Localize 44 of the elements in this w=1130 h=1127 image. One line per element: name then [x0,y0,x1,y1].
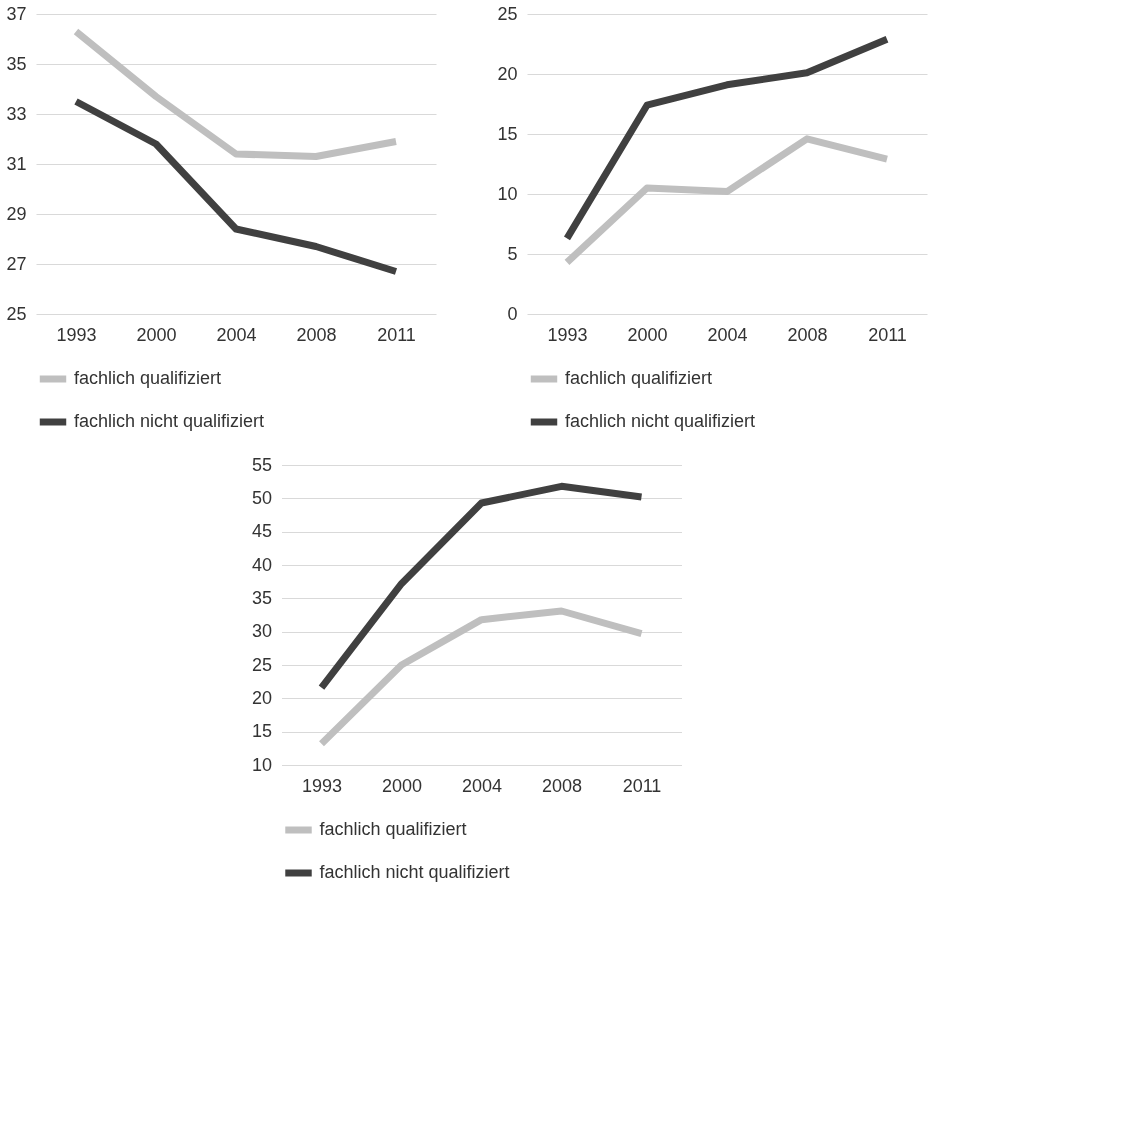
y-tick-label: 33 [6,103,27,124]
y-tick-label: 20 [497,63,518,84]
legend-label: fachlich nicht qualifiziert [319,862,510,882]
x-tick-label: 2008 [541,775,583,796]
y-tick-label: 5 [507,243,518,264]
legend-label: fachlich qualifiziert [565,368,713,388]
x-tick-label: 2004 [461,775,503,796]
y-tick-label: 30 [251,621,272,642]
y-tick-label: 35 [251,587,272,608]
y-tick-label: 35 [6,53,27,74]
x-tick-label: 2011 [377,324,416,345]
y-tick-label: 25 [6,303,27,324]
x-tick-label: 1993 [56,324,97,345]
y-tick-label: 27 [6,253,27,274]
x-tick-label: 2008 [787,324,828,345]
x-tick-label: 2008 [296,324,337,345]
x-tick-label: 1993 [547,324,588,345]
y-tick-label: 15 [251,721,272,742]
x-tick-label: 2004 [707,324,748,345]
x-tick-label: 2011 [622,775,662,796]
y-tick-label: 0 [507,303,518,324]
y-tick-label: 31 [6,153,27,174]
y-tick-label: 37 [6,3,27,24]
y-tick-label: 25 [251,654,272,675]
y-tick-label: 20 [251,687,272,708]
x-tick-label: 2000 [627,324,668,345]
x-tick-label: 2000 [136,324,177,345]
y-tick-label: 10 [251,754,272,775]
x-tick-label: 2000 [381,775,423,796]
y-tick-label: 29 [6,203,27,224]
legend-label: fachlich qualifiziert [319,819,467,839]
y-tick-label: 45 [251,521,272,542]
y-tick-label: 55 [251,454,272,475]
legend-label: fachlich nicht qualifiziert [74,411,265,431]
legend-label: fachlich qualifiziert [74,368,222,388]
y-tick-label: 25 [497,3,518,24]
x-tick-label: 2004 [216,324,257,345]
x-tick-label: 2011 [868,324,907,345]
x-tick-label: 1993 [301,775,343,796]
y-tick-label: 15 [497,123,518,144]
y-tick-label: 50 [251,487,272,508]
y-tick-label: 40 [251,554,272,575]
legend-label: fachlich nicht qualifiziert [565,411,756,431]
y-tick-label: 10 [497,183,518,204]
